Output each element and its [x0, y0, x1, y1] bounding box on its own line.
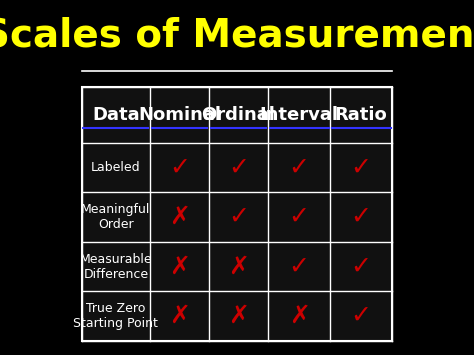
Text: Labeled: Labeled	[91, 161, 141, 174]
Text: ✗: ✗	[169, 205, 190, 229]
Text: Ratio: Ratio	[335, 106, 388, 124]
Text: ✗: ✗	[169, 304, 190, 328]
Text: ✗: ✗	[169, 255, 190, 279]
Text: ✓: ✓	[289, 155, 310, 180]
Text: Data: Data	[92, 106, 140, 124]
FancyBboxPatch shape	[82, 87, 392, 341]
Text: ✓: ✓	[228, 205, 249, 229]
Text: ✓: ✓	[351, 255, 372, 279]
Text: Nominal: Nominal	[138, 106, 221, 124]
Text: ✓: ✓	[351, 155, 372, 180]
Text: ✗: ✗	[289, 304, 310, 328]
Text: Ordinal: Ordinal	[201, 106, 275, 124]
Text: ✓: ✓	[169, 155, 190, 180]
Text: ✗: ✗	[228, 255, 249, 279]
Text: ✓: ✓	[289, 255, 310, 279]
Text: True Zero
Starting Point: True Zero Starting Point	[73, 302, 158, 330]
Text: ✗: ✗	[228, 304, 249, 328]
Text: ✓: ✓	[289, 205, 310, 229]
Text: Scales of Measurement: Scales of Measurement	[0, 16, 474, 55]
Text: Measurable
Difference: Measurable Difference	[80, 252, 152, 280]
Text: ✓: ✓	[351, 205, 372, 229]
Text: ✓: ✓	[351, 304, 372, 328]
Text: ✓: ✓	[228, 155, 249, 180]
Text: Interval: Interval	[260, 106, 338, 124]
Text: Meaningful
Order: Meaningful Order	[81, 203, 151, 231]
